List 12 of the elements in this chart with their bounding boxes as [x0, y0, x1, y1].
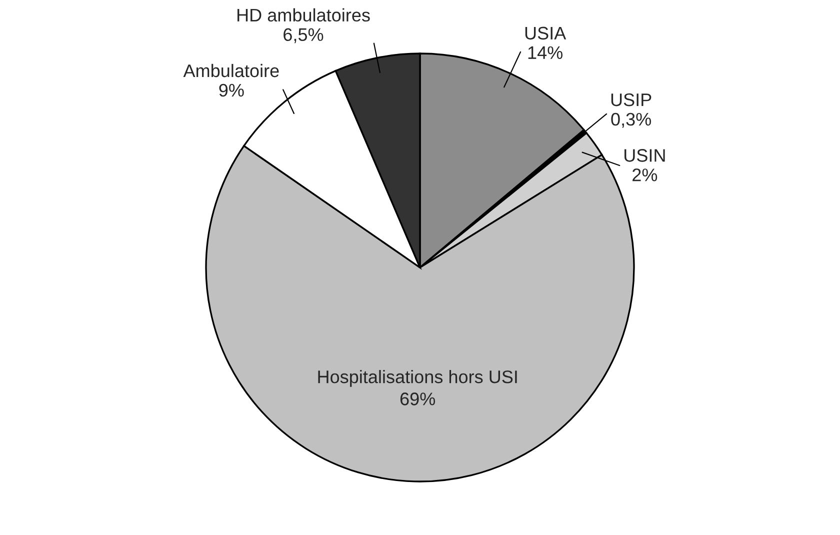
slice-label: Ambulatoire: [183, 64, 279, 78]
data-label: 2%: [632, 168, 658, 182]
data-label: 14%: [528, 46, 563, 59]
slice-label: USIP: [611, 93, 652, 106]
data-label: 9%: [219, 84, 244, 97]
data-label: 69%: [400, 392, 436, 406]
slice-label: HD ambulatoires: [238, 8, 370, 22]
slice-label: Hospitalisations hors USI: [318, 370, 517, 387]
data-label: 0,3%: [611, 112, 651, 128]
slice-label: USIN: [624, 149, 665, 162]
slice-label: USIA: [525, 26, 566, 40]
data-label: 6,5%: [284, 28, 324, 44]
